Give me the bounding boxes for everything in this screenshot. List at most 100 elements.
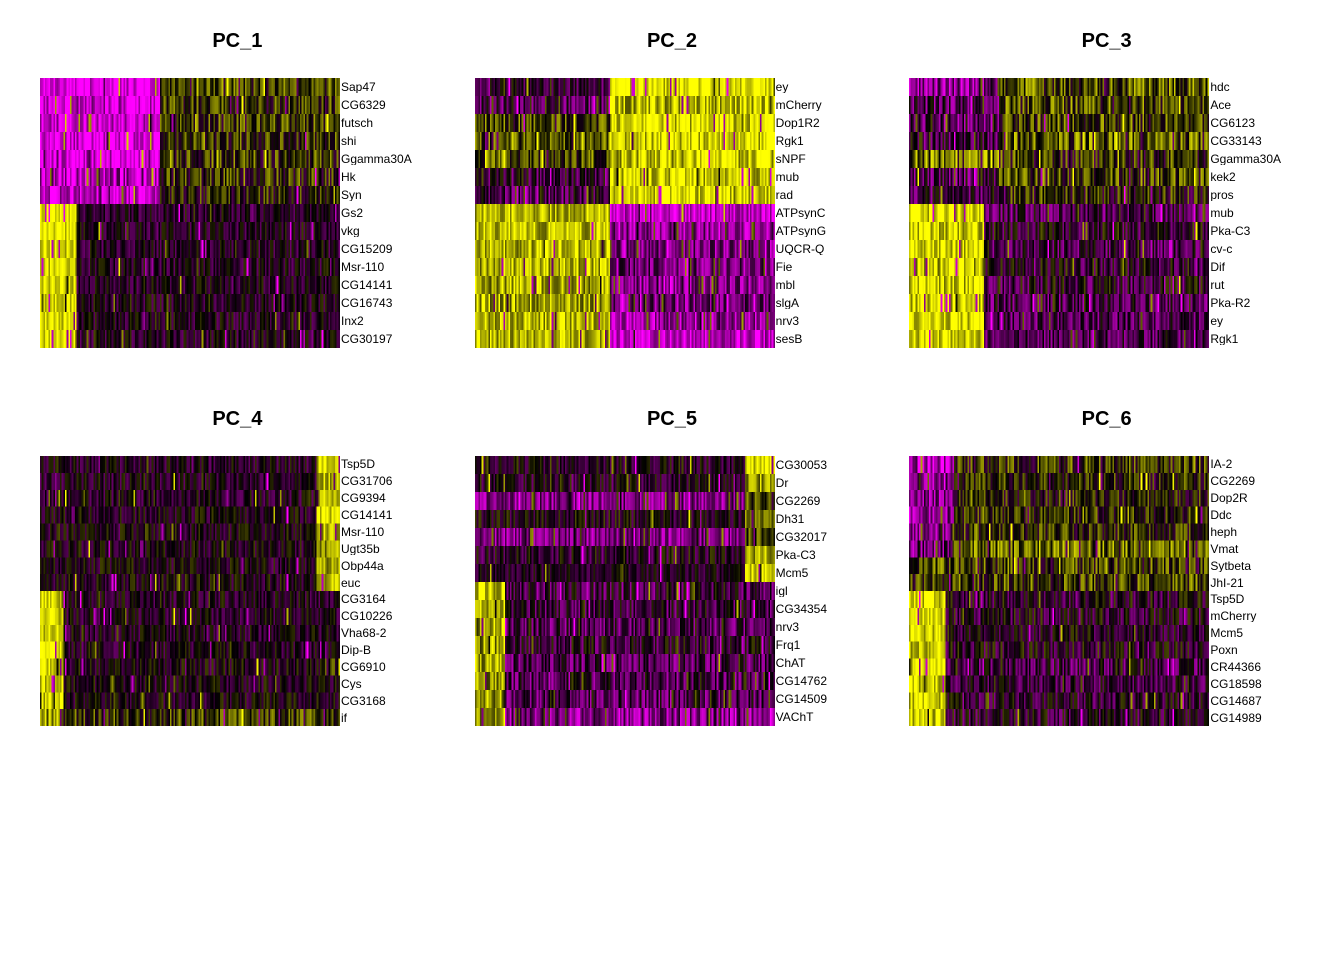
- row-label: CG3168: [341, 695, 392, 707]
- heatmap-canvas: [40, 78, 340, 348]
- row-label: vkg: [341, 225, 412, 237]
- row-label: Inx2: [341, 315, 412, 327]
- heatmap-panel: PC_1Sap47CG6329futschshiGgamma30AHkSynGs…: [40, 30, 435, 348]
- row-label: mbl: [776, 279, 826, 291]
- row-label: nrv3: [776, 315, 826, 327]
- row-label: mCherry: [1210, 610, 1261, 622]
- row-label-list: Sap47CG6329futschshiGgamma30AHkSynGs2vkg…: [340, 78, 412, 348]
- row-label: CG33143: [1210, 135, 1281, 147]
- row-label: futsch: [341, 117, 412, 129]
- row-label: Vmat: [1210, 543, 1261, 555]
- row-label: CG2269: [776, 495, 827, 507]
- row-label-list: Tsp5D CG31706 CG9394 CG14141 Msr-110 Ugt35b Ob…: [340, 456, 392, 726]
- row-label: Poxn: [1210, 644, 1261, 656]
- row-label: Dip-B: [341, 644, 392, 656]
- row-label: CG3164: [341, 593, 392, 605]
- heatmap-wrap: Sap47CG6329futschshiGgamma30AHkSynGs2vkg…: [40, 78, 435, 348]
- row-label: Frq1: [776, 639, 827, 651]
- row-label: if: [341, 712, 392, 724]
- row-label: pros: [1210, 189, 1281, 201]
- row-label: Tsp5D: [341, 458, 392, 470]
- row-label: Msr-110: [341, 526, 392, 538]
- heatmap-wrap: Tsp5D CG31706 CG9394 CG14141 Msr-110 Ugt35b Ob…: [40, 456, 435, 726]
- row-label: CG9394: [341, 492, 392, 504]
- row-label: sNPF: [776, 153, 826, 165]
- row-label: ChAT: [776, 657, 827, 669]
- row-label: Pka-R2: [1210, 297, 1281, 309]
- row-label: CG6910: [341, 661, 392, 673]
- row-label: Gs2: [341, 207, 412, 219]
- row-label: Mcm5: [1210, 627, 1261, 639]
- row-label: Dr: [776, 477, 827, 489]
- row-label: CG34354: [776, 603, 827, 615]
- row-label: CG14141: [341, 509, 392, 521]
- row-label: CG14509: [776, 693, 827, 705]
- row-label: Ace: [1210, 99, 1281, 111]
- panel-title: PC_1: [212, 30, 262, 53]
- heatmap-panel: PC_4Tsp5DCG31706CG9394CG14141Msr-110Ugt3…: [40, 408, 435, 726]
- row-label: Dop2R: [1210, 492, 1261, 504]
- heatmap-panel: PC_6IA-2CG2269Dop2RDdchephVmatSytbetaJhI…: [909, 408, 1304, 726]
- row-label: CG14141: [341, 279, 412, 291]
- row-label: CG30053: [776, 459, 827, 471]
- row-label: Pka-C3: [776, 549, 827, 561]
- row-label: Ddc: [1210, 509, 1261, 521]
- row-label: heph: [1210, 526, 1261, 538]
- row-label: Syn: [341, 189, 412, 201]
- row-label: Cys: [341, 678, 392, 690]
- row-label-list: eymCherryDop1R2Rgk1sNPFmubradATPsynCATPs…: [775, 78, 826, 348]
- heatmap-panel: PC_3hdcAceCG6123CG33143Ggamma30Akek2pros…: [909, 30, 1304, 348]
- row-label: slgA: [776, 297, 826, 309]
- row-label: Ugt35b: [341, 543, 392, 555]
- heatmap-grid: PC_1Sap47CG6329futschshiGgamma30AHkSynGs…: [40, 30, 1304, 726]
- row-label-list: hdcAceCG6123CG33143Ggamma30Akek2prosmubP…: [1209, 78, 1281, 348]
- row-label: Fie: [776, 261, 826, 273]
- row-label: Sytbeta: [1210, 560, 1261, 572]
- row-label: shi: [341, 135, 412, 147]
- row-label: CG31706: [341, 475, 392, 487]
- row-label: Msr-110: [341, 261, 412, 273]
- row-label-list: CG30053DrCG2269Dh31CG32017Pka-C3Mcm5iglC…: [775, 456, 827, 726]
- row-label: CG6123: [1210, 117, 1281, 129]
- row-label: CG10226: [341, 610, 392, 622]
- row-label: CG14989: [1210, 712, 1261, 724]
- row-label: ATPsynG: [776, 225, 826, 237]
- row-label: hdc: [1210, 81, 1281, 93]
- row-label: kek2: [1210, 171, 1281, 183]
- row-label: Ggamma30A: [341, 153, 412, 165]
- row-label: euc: [341, 577, 392, 589]
- row-label: cv-c: [1210, 243, 1281, 255]
- row-label: mCherry: [776, 99, 826, 111]
- row-label: Mcm5: [776, 567, 827, 579]
- row-label: Dif: [1210, 261, 1281, 273]
- row-label: mub: [776, 171, 826, 183]
- panel-title: PC_3: [1082, 30, 1132, 53]
- row-label: Tsp5D: [1210, 593, 1261, 605]
- heatmap-canvas: [40, 456, 340, 726]
- row-label: VAChT: [776, 711, 827, 723]
- row-label: CR44366: [1210, 661, 1261, 673]
- row-label: Rgk1: [776, 135, 826, 147]
- row-label: Vha68-2: [341, 627, 392, 639]
- row-label: rad: [776, 189, 826, 201]
- row-label: CG2269: [1210, 475, 1261, 487]
- row-label: mub: [1210, 207, 1281, 219]
- row-label: IA-2: [1210, 458, 1261, 470]
- panel-title: PC_6: [1082, 408, 1132, 431]
- row-label: Dh31: [776, 513, 827, 525]
- panel-title: PC_5: [647, 408, 697, 431]
- row-label: sesB: [776, 333, 826, 345]
- row-label: UQCR-Q: [776, 243, 826, 255]
- row-label: CG14762: [776, 675, 827, 687]
- heatmap-wrap: CG30053DrCG2269Dh31CG32017Pka-C3Mcm5iglC…: [475, 456, 870, 726]
- heatmap-wrap: IA-2CG2269Dop2RDdchephVmatSytbetaJhI-21T…: [909, 456, 1304, 726]
- heatmap-canvas: [909, 456, 1209, 726]
- row-label: Pka-C3: [1210, 225, 1281, 237]
- row-label: Hk: [341, 171, 412, 183]
- row-label: CG15209: [341, 243, 412, 255]
- row-label: Obp44a: [341, 560, 392, 572]
- heatmap-canvas: [909, 78, 1209, 348]
- heatmap-wrap: hdcAceCG6123CG33143Ggamma30Akek2prosmubP…: [909, 78, 1304, 348]
- heatmap-wrap: eymCherryDop1R2Rgk1sNPFmubradATPsynCATPs…: [475, 78, 870, 348]
- row-label: Sap47: [341, 81, 412, 93]
